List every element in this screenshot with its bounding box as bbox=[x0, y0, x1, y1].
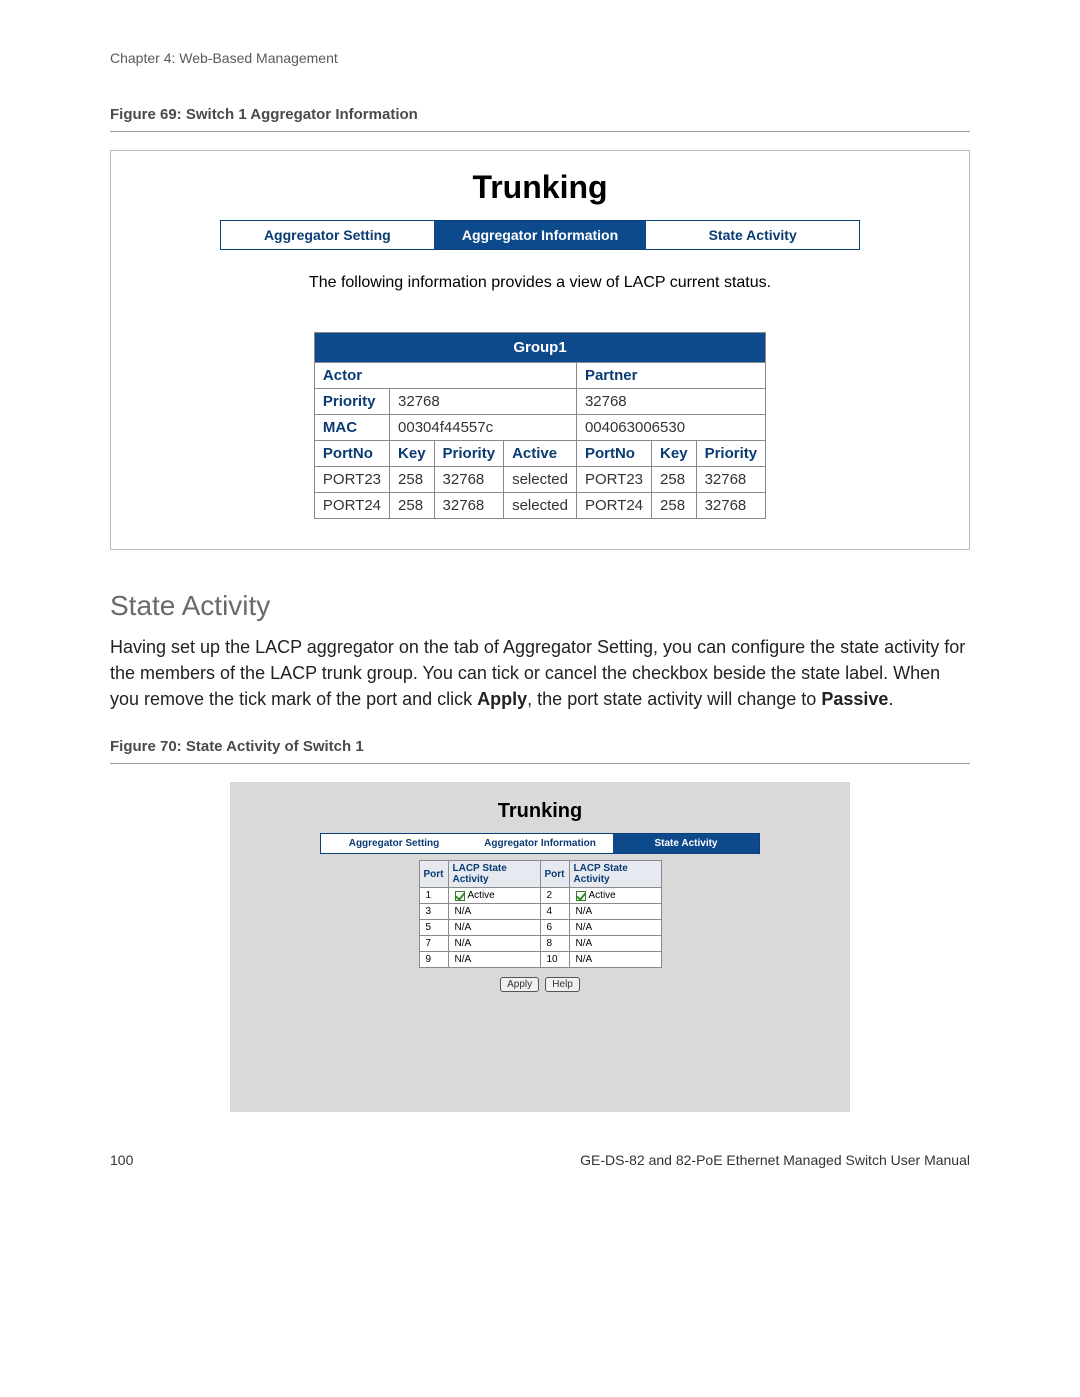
page-number: 100 bbox=[110, 1152, 133, 1168]
cell: selected bbox=[504, 467, 577, 493]
cell: 258 bbox=[652, 493, 697, 519]
figure69-panel: Trunking Aggregator Setting Aggregator I… bbox=[110, 150, 970, 550]
actor-priority: 32768 bbox=[390, 389, 577, 415]
aggregator-info-table: Group1 Actor Partner Priority 32768 3276… bbox=[314, 332, 766, 519]
cell: 258 bbox=[390, 467, 435, 493]
help-button[interactable]: Help bbox=[545, 977, 580, 992]
sa-row: 3N/A4N/A bbox=[419, 904, 661, 920]
tab-state-activity-sm[interactable]: State Activity bbox=[613, 834, 759, 853]
cell: 258 bbox=[652, 467, 697, 493]
passive-word: Passive bbox=[821, 689, 888, 709]
button-row: Apply Help bbox=[230, 974, 850, 992]
para-end: . bbox=[888, 689, 893, 709]
apply-button[interactable]: Apply bbox=[500, 977, 539, 992]
manual-title: GE-DS-82 and 82-PoE Ethernet Managed Swi… bbox=[580, 1152, 970, 1168]
cell: 32768 bbox=[696, 493, 766, 519]
sa-col-port-2: Port bbox=[540, 861, 569, 888]
sa-cell: N/A bbox=[569, 952, 661, 968]
sa-port: 5 bbox=[419, 920, 448, 936]
col-portno-a: PortNo bbox=[314, 441, 389, 467]
partner-mac: 004063006530 bbox=[576, 415, 765, 441]
sa-port: 4 bbox=[540, 904, 569, 920]
sa-col-port-1: Port bbox=[419, 861, 448, 888]
cell: PORT24 bbox=[576, 493, 651, 519]
tab-bar: Aggregator Setting Aggregator Informatio… bbox=[220, 220, 860, 250]
sa-row: 7N/A8N/A bbox=[419, 936, 661, 952]
sa-port: 10 bbox=[540, 952, 569, 968]
sa-row: 5N/A6N/A bbox=[419, 920, 661, 936]
sa-cell: N/A bbox=[569, 904, 661, 920]
checkbox-icon[interactable] bbox=[455, 891, 465, 901]
tab-aggregator-setting[interactable]: Aggregator Setting bbox=[221, 221, 434, 249]
agg-row: PORT24 258 32768 selected PORT24 258 327… bbox=[314, 493, 765, 519]
cell: 258 bbox=[390, 493, 435, 519]
trunking-title-sm: Trunking bbox=[230, 800, 850, 823]
chapter-header: Chapter 4: Web-Based Management bbox=[110, 50, 970, 66]
sa-port: 3 bbox=[419, 904, 448, 920]
sa-col-lacp-1: LACP State Activity bbox=[448, 861, 540, 888]
sa-port: 2 bbox=[540, 888, 569, 904]
sa-port: 8 bbox=[540, 936, 569, 952]
actor-header: Actor bbox=[314, 363, 576, 389]
state-activity-paragraph: Having set up the LACP aggregator on the… bbox=[110, 634, 970, 712]
col-key-p: Key bbox=[652, 441, 697, 467]
partner-priority: 32768 bbox=[576, 389, 765, 415]
col-portno-p: PortNo bbox=[576, 441, 651, 467]
sa-cell: N/A bbox=[569, 920, 661, 936]
state-activity-table: Port LACP State Activity Port LACP State… bbox=[419, 860, 662, 968]
col-priority-p: Priority bbox=[696, 441, 766, 467]
cell: selected bbox=[504, 493, 577, 519]
checkbox-icon[interactable] bbox=[576, 891, 586, 901]
apply-word: Apply bbox=[477, 689, 527, 709]
figure69-caption: Figure 69: Switch 1 Aggregator Informati… bbox=[110, 106, 970, 132]
col-active-a: Active bbox=[504, 441, 577, 467]
state-activity-heading: State Activity bbox=[110, 590, 970, 622]
sa-row: 1Active2Active bbox=[419, 888, 661, 904]
actor-mac: 00304f44557c bbox=[390, 415, 577, 441]
sa-cell: Active bbox=[569, 888, 661, 904]
page-footer: 100 GE-DS-82 and 82-PoE Ethernet Managed… bbox=[110, 1152, 970, 1168]
sa-cell: Active bbox=[448, 888, 540, 904]
sa-port: 1 bbox=[419, 888, 448, 904]
tab-bar-sm: Aggregator Setting Aggregator Informatio… bbox=[320, 833, 760, 854]
tab-aggregator-setting-sm[interactable]: Aggregator Setting bbox=[321, 834, 467, 853]
cell: PORT23 bbox=[314, 467, 389, 493]
sa-cell: N/A bbox=[448, 920, 540, 936]
cell: PORT24 bbox=[314, 493, 389, 519]
sa-port: 9 bbox=[419, 952, 448, 968]
sa-col-lacp-2: LACP State Activity bbox=[569, 861, 661, 888]
sa-cell: N/A bbox=[448, 936, 540, 952]
sa-cell: N/A bbox=[569, 936, 661, 952]
tab-state-activity[interactable]: State Activity bbox=[646, 221, 859, 249]
figure70-caption: Figure 70: State Activity of Switch 1 bbox=[110, 738, 970, 764]
col-key-a: Key bbox=[390, 441, 435, 467]
cell: 32768 bbox=[434, 493, 504, 519]
sa-cell: N/A bbox=[448, 904, 540, 920]
figure70-panel: Trunking Aggregator Setting Aggregator I… bbox=[230, 782, 850, 1112]
sa-port: 7 bbox=[419, 936, 448, 952]
sa-row: 9N/A10N/A bbox=[419, 952, 661, 968]
cell: PORT23 bbox=[576, 467, 651, 493]
group-header: Group1 bbox=[314, 333, 765, 363]
cell: 32768 bbox=[696, 467, 766, 493]
priority-label: Priority bbox=[314, 389, 389, 415]
tab-aggregator-information[interactable]: Aggregator Information bbox=[434, 221, 647, 249]
para-mid: , the port state activity will change to bbox=[527, 689, 821, 709]
lacp-status-text: The following information provides a vie… bbox=[111, 274, 969, 292]
col-priority-a: Priority bbox=[434, 441, 504, 467]
trunking-title: Trunking bbox=[111, 169, 969, 206]
cell: 32768 bbox=[434, 467, 504, 493]
agg-row: PORT23 258 32768 selected PORT23 258 327… bbox=[314, 467, 765, 493]
tab-aggregator-information-sm[interactable]: Aggregator Information bbox=[467, 834, 613, 853]
partner-header: Partner bbox=[576, 363, 765, 389]
mac-label: MAC bbox=[314, 415, 389, 441]
sa-port: 6 bbox=[540, 920, 569, 936]
sa-cell: N/A bbox=[448, 952, 540, 968]
